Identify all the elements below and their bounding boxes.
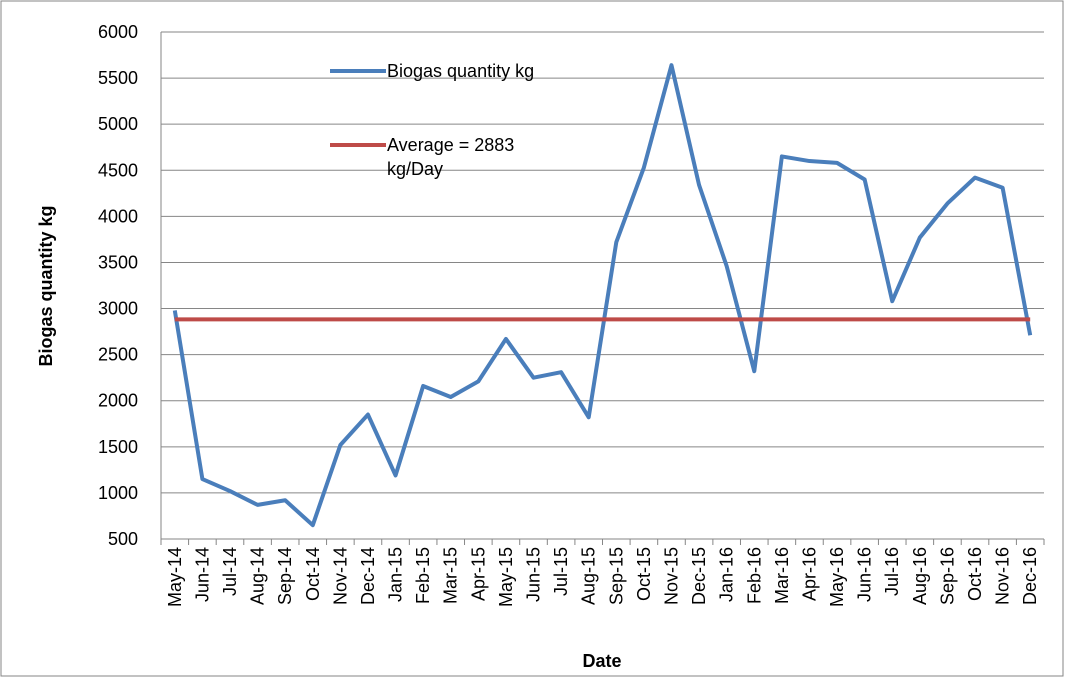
x-tick-label: Apr-16 xyxy=(799,547,819,601)
x-tick-label: Dec-16 xyxy=(1020,547,1040,605)
y-tick-label: 3500 xyxy=(98,252,138,272)
y-tick-label: 5000 xyxy=(98,114,138,134)
x-tick-label: Jun-16 xyxy=(855,547,875,602)
x-tick-label: Oct-16 xyxy=(965,547,985,601)
y-tick-label: 5500 xyxy=(98,68,138,88)
x-tick-label: Jan-16 xyxy=(717,547,737,602)
x-tick-label: May-16 xyxy=(827,547,847,607)
x-tick-label: Nov-14 xyxy=(330,547,350,605)
x-tick-label: Jan-15 xyxy=(386,547,406,602)
x-tick-label: Sep-14 xyxy=(275,547,295,605)
x-tick-label: Sep-16 xyxy=(937,547,957,605)
x-tick-label: Mar-16 xyxy=(772,547,792,604)
legend-label: Average = 2883 kg/Day xyxy=(387,135,515,179)
x-tick-label: Apr-15 xyxy=(468,547,488,601)
legend-label: Biogas quantity kg xyxy=(387,61,535,81)
x-tick-label: Nov-15 xyxy=(661,547,681,605)
y-axis-title: Biogas quantity kg xyxy=(36,205,56,366)
x-tick-label: Jul-15 xyxy=(551,547,571,596)
y-tick-label: 2500 xyxy=(98,345,138,365)
y-tick-label: 500 xyxy=(108,529,138,549)
x-tick-label: Nov-16 xyxy=(993,547,1013,605)
x-tick-label: Aug-16 xyxy=(910,547,930,605)
y-tick-label: 1000 xyxy=(98,483,138,503)
x-tick-label: Feb-15 xyxy=(413,547,433,604)
x-axis-title: Date xyxy=(582,651,621,671)
x-tick-label: Oct-14 xyxy=(303,547,323,601)
x-tick-label: Jul-16 xyxy=(882,547,902,596)
x-tick-label: May-15 xyxy=(496,547,516,607)
x-tick-label: Jun-14 xyxy=(192,547,212,602)
data-line xyxy=(172,63,1033,528)
x-tick-label: Dec-15 xyxy=(689,547,709,605)
x-tick-label: Mar-15 xyxy=(441,547,461,604)
x-tick-label: Jun-15 xyxy=(524,547,544,602)
x-tick-label: Dec-14 xyxy=(358,547,378,605)
y-tick-label: 4500 xyxy=(98,160,138,180)
x-tick-label: Oct-15 xyxy=(634,547,654,601)
x-tick-label: Aug-14 xyxy=(248,547,268,605)
x-tick-label: Sep-15 xyxy=(606,547,626,605)
y-tick-label: 1500 xyxy=(98,437,138,457)
y-tick-label: 3000 xyxy=(98,299,138,319)
x-tick-label: Feb-16 xyxy=(744,547,764,604)
x-tick-label: Aug-15 xyxy=(579,547,599,605)
y-tick-label: 6000 xyxy=(98,22,138,42)
x-tick-label: Jul-14 xyxy=(220,547,240,596)
y-tick-label: 4000 xyxy=(98,206,138,226)
x-tick-label: May-14 xyxy=(165,547,185,607)
y-tick-label: 2000 xyxy=(98,391,138,411)
